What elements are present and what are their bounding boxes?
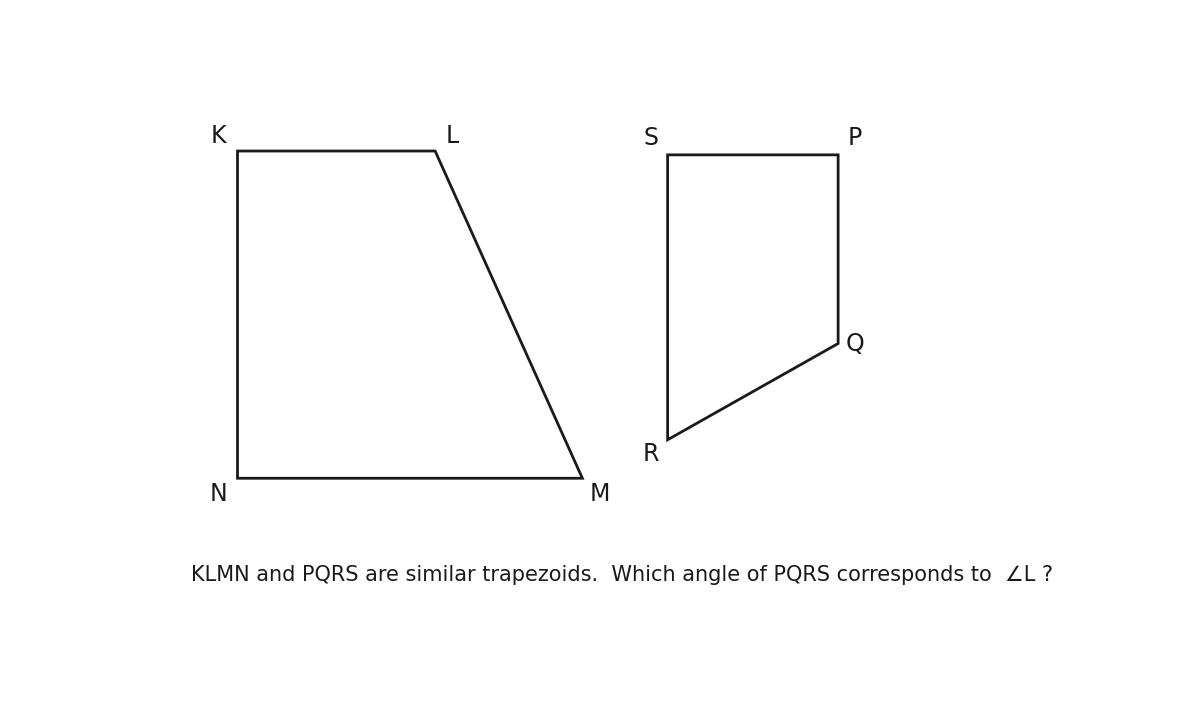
Text: K: K bbox=[210, 123, 226, 148]
Text: L: L bbox=[445, 123, 459, 148]
Text: S: S bbox=[643, 126, 658, 150]
Text: R: R bbox=[642, 441, 659, 466]
Text: P: P bbox=[848, 126, 862, 150]
Text: M: M bbox=[589, 482, 610, 506]
Text: N: N bbox=[209, 482, 227, 506]
Text: KLMN and PQRS are similar trapezoids.  Which angle of PQRS corresponds to  ∠L ?: KLMN and PQRS are similar trapezoids. Wh… bbox=[191, 565, 1053, 585]
Text: Q: Q bbox=[846, 332, 864, 356]
